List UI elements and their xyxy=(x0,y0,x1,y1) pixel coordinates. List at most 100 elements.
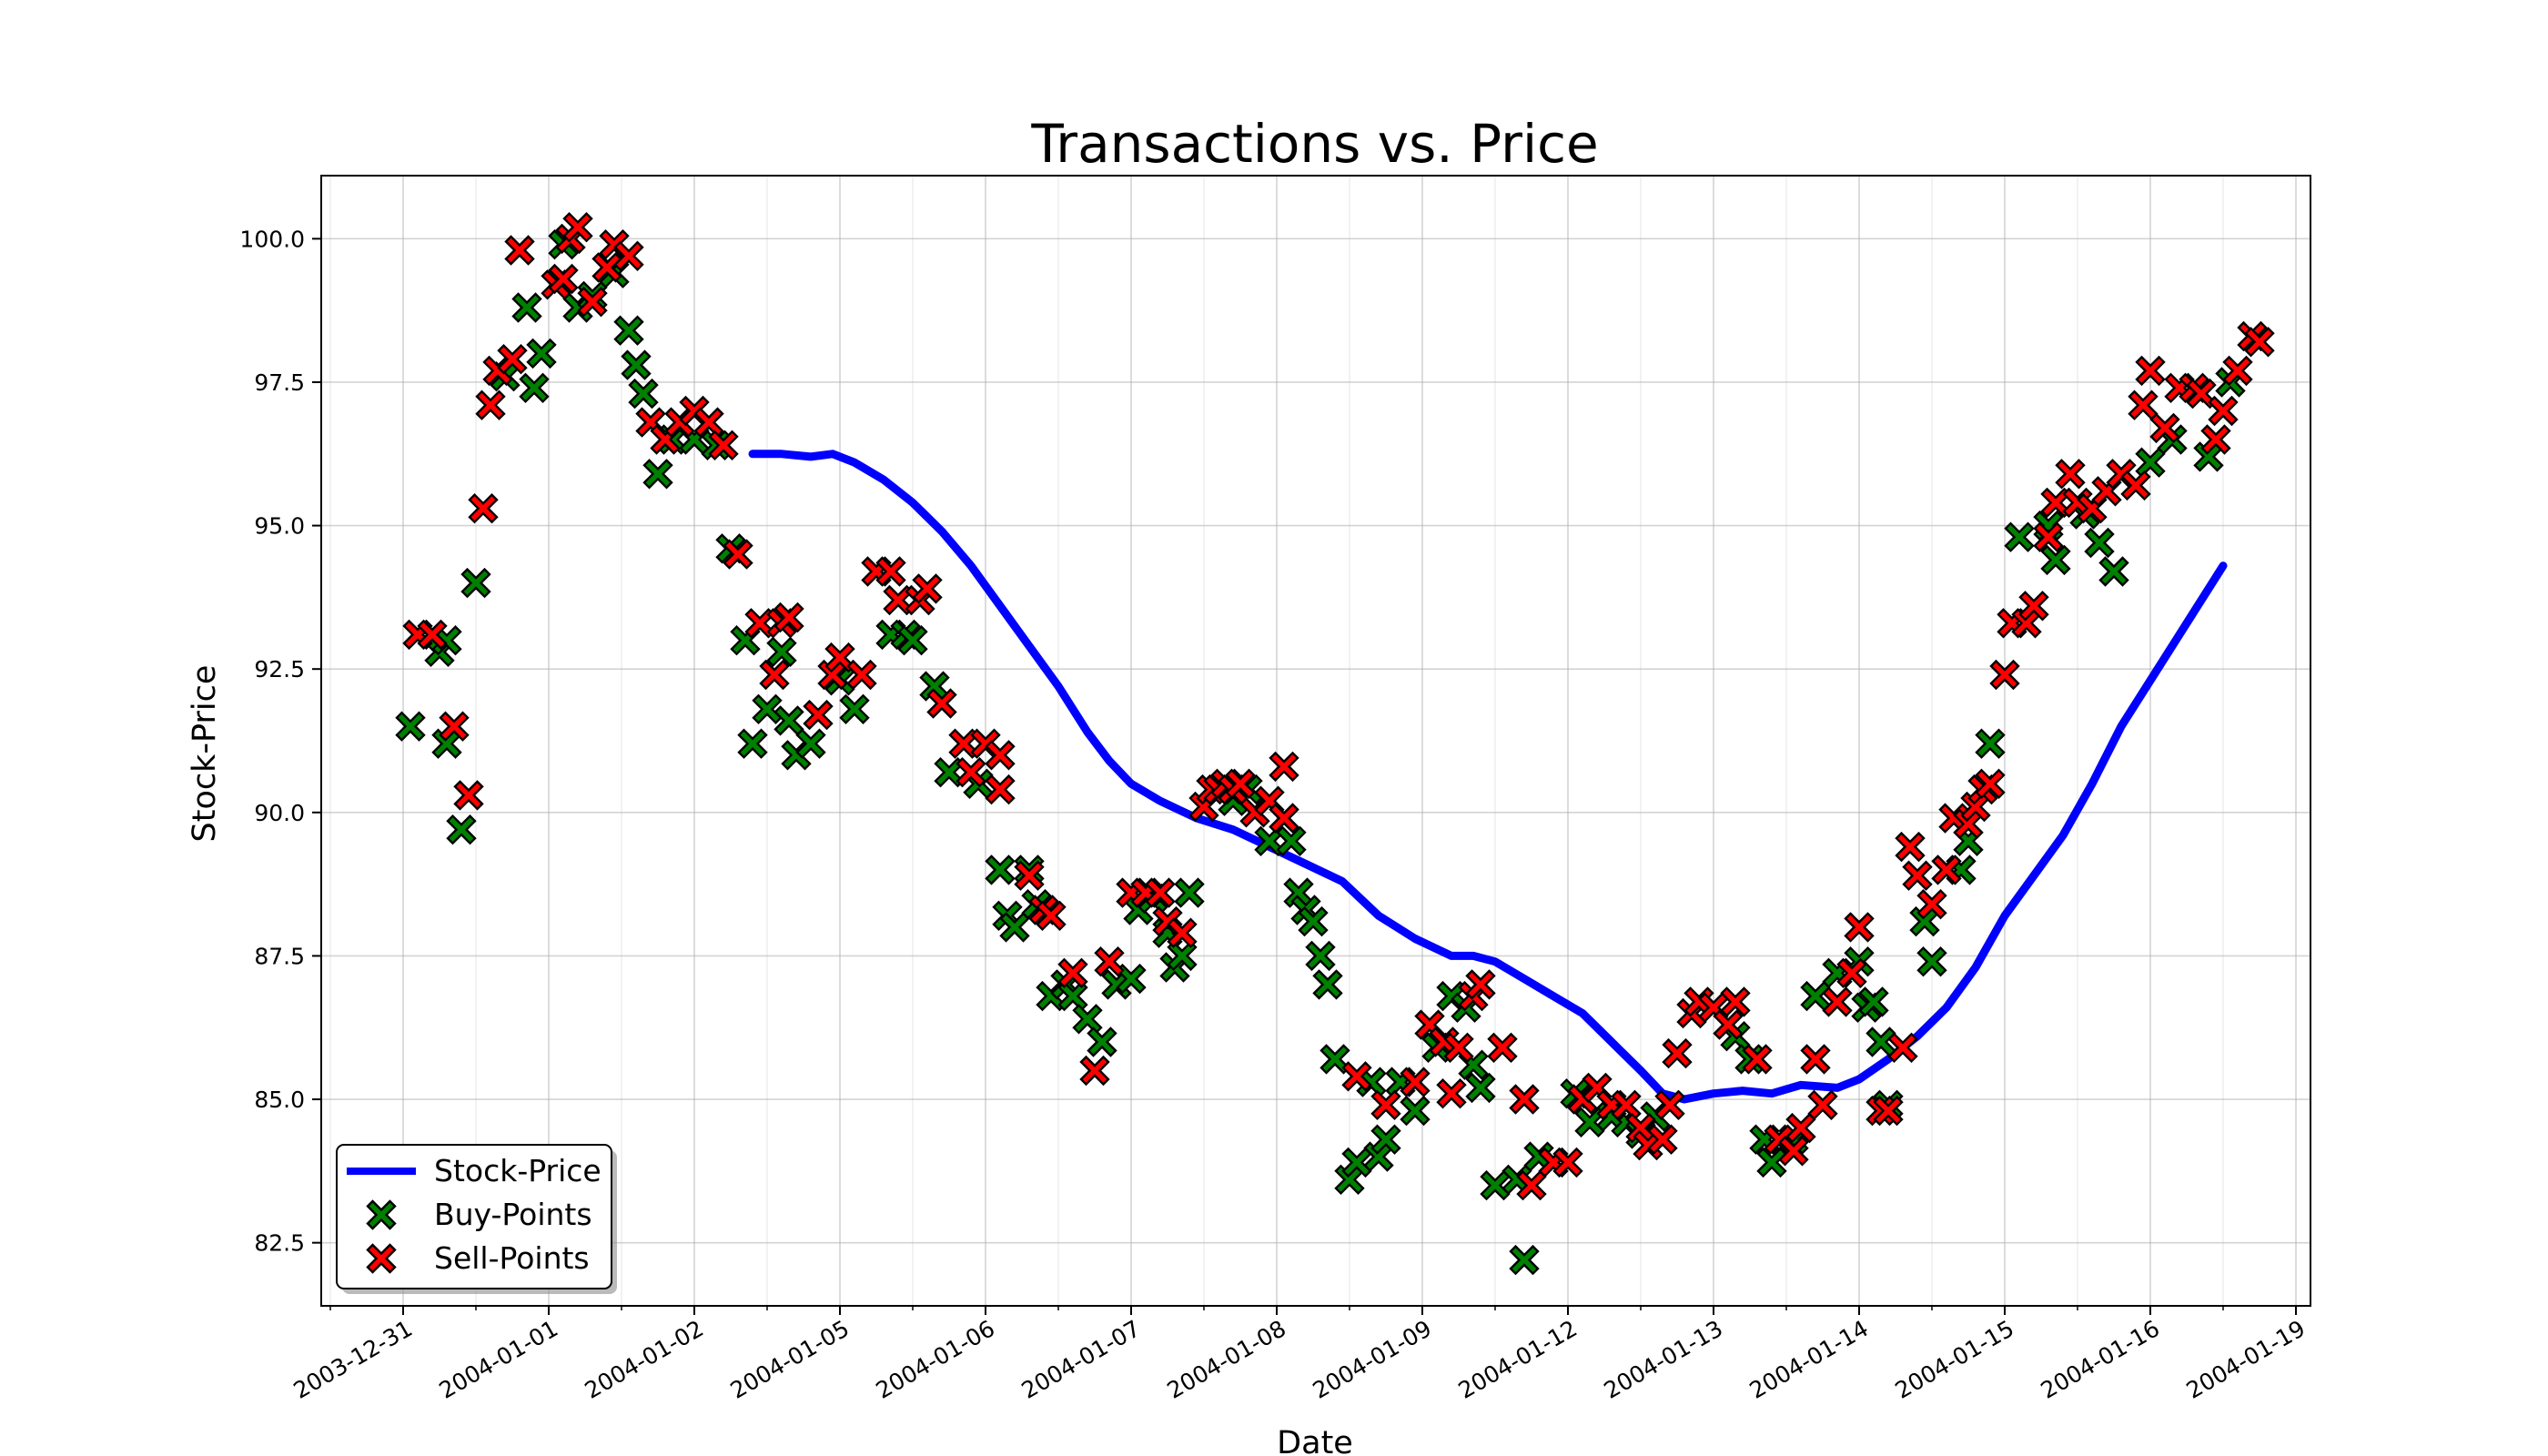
sell-point-marker xyxy=(1662,1037,1693,1069)
sell-point-marker xyxy=(1509,1084,1540,1115)
sell-point-marker xyxy=(1989,659,2020,691)
sell-point-marker xyxy=(926,688,957,719)
buy-point-marker xyxy=(985,854,1016,885)
buy-point-marker xyxy=(2084,527,2115,559)
sell-point-marker xyxy=(1822,986,1853,1017)
buy-point-marker xyxy=(934,757,965,788)
sell-point-marker xyxy=(504,235,535,266)
sell-point-marker xyxy=(774,602,804,633)
sell-point-marker xyxy=(439,711,470,742)
sell-point-marker xyxy=(1647,1124,1678,1155)
buy-point-marker xyxy=(897,625,928,656)
sell-point-marker xyxy=(1916,889,1947,920)
series-line-stock-price xyxy=(748,450,2228,1104)
legend-label-sell-points: Sell-Points xyxy=(434,1240,590,1276)
sell-point-marker xyxy=(1167,917,1198,948)
sell-point-marker xyxy=(1370,1089,1401,1120)
sell-point-marker xyxy=(2149,412,2180,444)
legend-label-stock-price: Stock-Price xyxy=(434,1153,602,1188)
sell-point-marker xyxy=(744,608,775,639)
buy-point-marker xyxy=(1087,1026,1117,1057)
sell-point-marker xyxy=(1269,751,1299,783)
y-tick-label: 97.5 xyxy=(254,369,305,396)
buy-point-marker xyxy=(1916,946,1947,977)
sell-point-marker xyxy=(875,556,906,587)
sell-point-marker xyxy=(1778,1136,1809,1167)
sell-point-marker xyxy=(2040,487,2071,519)
chart-title: Transactions vs. Price xyxy=(1030,113,1598,175)
sell-point-marker xyxy=(1895,831,1926,863)
buy-point-marker xyxy=(621,349,652,380)
y-tick-label: 82.5 xyxy=(254,1230,305,1257)
sell-point-marker xyxy=(1800,1044,1831,1075)
y-tick-label: 100.0 xyxy=(239,226,305,252)
y-tick-label: 90.0 xyxy=(254,800,305,826)
sell-point-marker xyxy=(548,263,579,295)
sell-point-marker xyxy=(912,573,943,604)
sell-point-marker xyxy=(1873,1095,1904,1127)
sell-point-marker xyxy=(1436,1078,1467,1109)
buy-point-marker xyxy=(460,567,491,599)
y-tick-label: 85.0 xyxy=(254,1087,305,1113)
buy-point-marker xyxy=(2098,556,2129,587)
buy-point-marker xyxy=(839,693,870,724)
sell-point-marker xyxy=(723,539,753,570)
buy-point-marker xyxy=(2040,544,2071,576)
sell-point-marker xyxy=(475,389,506,420)
sell-point-marker xyxy=(803,699,834,731)
sell-point-marker xyxy=(613,240,644,271)
sell-point-marker xyxy=(2135,355,2166,387)
buy-point-marker xyxy=(1174,877,1205,908)
sell-point-marker xyxy=(2208,395,2239,427)
buy-point-marker xyxy=(1465,1072,1496,1104)
buy-point-marker xyxy=(1116,963,1147,995)
sell-point-marker xyxy=(1975,768,2006,799)
sell-point-marker xyxy=(2055,459,2086,490)
buy-point-marker xyxy=(1320,1044,1350,1075)
sell-point-marker xyxy=(846,659,877,691)
sell-point-marker xyxy=(1713,1009,1744,1040)
sell-point-marker xyxy=(759,659,790,691)
sell-point-marker xyxy=(1341,1061,1372,1092)
legend-buy-marker xyxy=(366,1199,397,1230)
sell-point-marker xyxy=(562,212,593,243)
sell-point-marker xyxy=(1720,986,1751,1017)
sell-point-marker xyxy=(948,728,979,759)
y-axis: 82.5 85.0 87.5 90.0 92.5 95.0 97.5 100.0 xyxy=(239,226,321,1257)
legend-label-buy-points: Buy-Points xyxy=(434,1197,592,1232)
sell-point-marker xyxy=(1036,900,1067,931)
sell-point-marker xyxy=(883,584,914,616)
legend-box xyxy=(336,1144,612,1289)
legend-buy-marker-shape xyxy=(366,1199,397,1230)
sell-point-marker xyxy=(1225,768,1256,799)
buy-point-marker xyxy=(395,711,426,742)
buy-point-marker xyxy=(795,728,826,759)
sell-point-marker xyxy=(2018,591,2049,622)
sell-point-marker xyxy=(1844,912,1875,943)
sell-point-marker xyxy=(1836,957,1867,988)
sell-point-marker xyxy=(1094,946,1125,977)
buy-point-marker xyxy=(519,372,550,403)
sell-point-marker xyxy=(453,780,484,811)
sell-point-marker xyxy=(1400,1067,1431,1097)
buy-point-marker xyxy=(1298,905,1329,937)
x-axis-title: Date xyxy=(1277,1425,1353,1456)
sell-point-marker xyxy=(1465,969,1496,1000)
sell-point-marker xyxy=(1807,1089,1838,1120)
legend-sell-marker-shape xyxy=(366,1243,397,1274)
buy-point-marker xyxy=(1975,728,2006,759)
sell-point-marker xyxy=(468,493,499,524)
sell-point-marker xyxy=(1902,860,1933,891)
plot-frame xyxy=(320,175,2311,1307)
sell-point-marker xyxy=(956,757,986,788)
legend: Stock-Price Buy-Points Sell-Points xyxy=(336,1144,617,1294)
buy-point-marker xyxy=(737,728,768,759)
sell-point-marker xyxy=(824,642,855,673)
buy-point-marker xyxy=(642,459,673,490)
sell-point-marker xyxy=(417,619,448,651)
buy-point-marker xyxy=(1312,969,1343,1000)
sell-point-marker xyxy=(1014,860,1045,891)
sell-point-marker xyxy=(1742,1044,1773,1075)
sell-point-marker xyxy=(985,774,1016,805)
